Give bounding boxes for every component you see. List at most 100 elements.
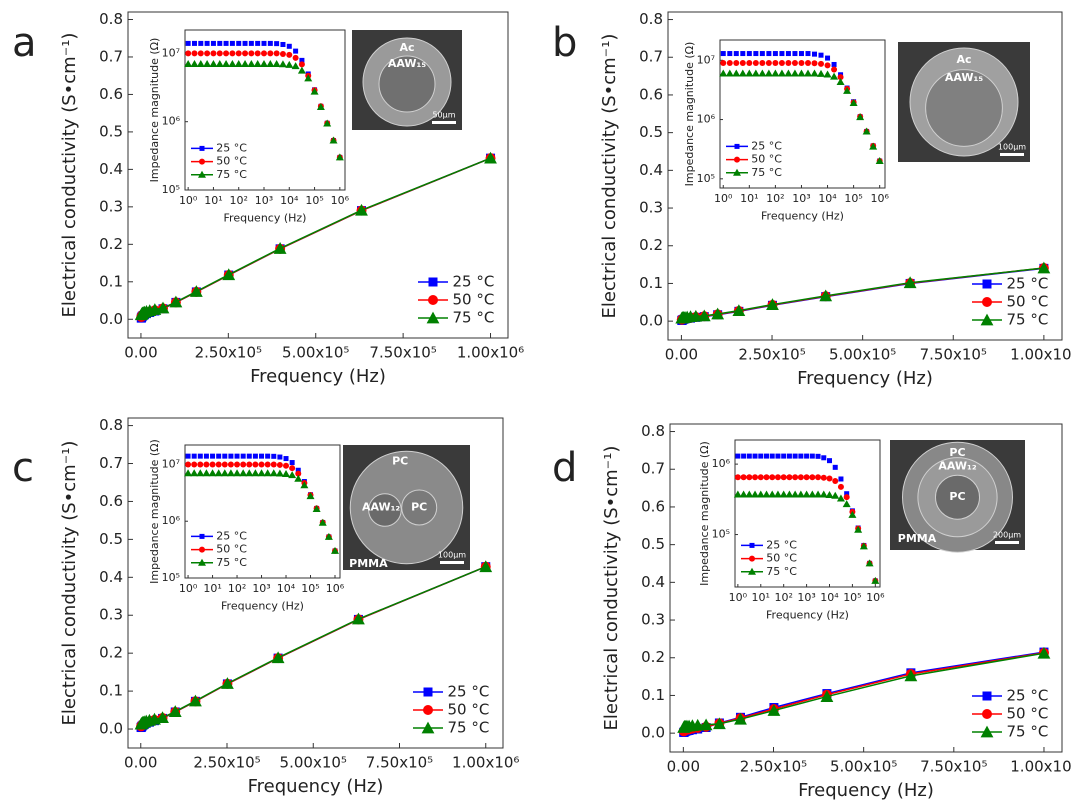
marker (255, 40, 261, 46)
micrograph-label: PMMA (349, 557, 388, 570)
y-axis-label: Impedance magnitude (Ω) (698, 441, 711, 586)
marker (819, 490, 828, 498)
marker (746, 474, 753, 481)
marker (271, 651, 285, 664)
marker (295, 470, 302, 477)
x-tick-label: 10⁵ (301, 582, 319, 595)
marker (300, 481, 309, 489)
y-tick-label: 0.5 (641, 535, 665, 553)
marker (267, 40, 273, 46)
marker (223, 50, 230, 57)
x-tick-label: 1.00x10⁶ (1010, 758, 1072, 776)
marker (352, 612, 365, 625)
marker (304, 74, 313, 82)
legend-label: 25 °C (751, 139, 782, 152)
marker (198, 40, 204, 46)
scale-bar-label: 100μm (998, 143, 1026, 152)
marker (222, 268, 236, 281)
marker (811, 51, 817, 57)
marker (804, 453, 810, 459)
marker (270, 461, 277, 468)
marker (295, 467, 301, 473)
marker (726, 60, 733, 67)
legend-label: 25 °C (453, 273, 495, 291)
marker (825, 490, 834, 498)
marker (335, 153, 344, 161)
marker (329, 136, 338, 144)
marker (267, 50, 274, 57)
x-tick-label: 7.50x10⁵ (920, 758, 987, 776)
marker (223, 40, 229, 46)
marker (185, 40, 191, 46)
marker (865, 559, 874, 567)
marker (784, 69, 793, 77)
marker (203, 59, 212, 67)
scale-bar (440, 561, 464, 564)
marker (843, 86, 852, 94)
micrograph-ring (935, 474, 980, 520)
x-axis-label: Frequency (Hz) (248, 776, 384, 797)
x-tick-label: 0.00 (124, 754, 157, 772)
marker (210, 453, 216, 459)
marker (191, 40, 197, 46)
legend-label: 25 °C (216, 141, 247, 154)
legend-label: 50 °C (453, 291, 495, 309)
marker (820, 690, 834, 702)
legend-marker (734, 143, 740, 149)
marker (234, 453, 240, 459)
legend-label: 50 °C (1007, 705, 1049, 723)
marker (316, 103, 325, 111)
marker (229, 40, 235, 46)
legend-marker (421, 721, 435, 734)
marker (196, 59, 205, 67)
marker (875, 156, 884, 164)
marker (191, 50, 198, 57)
x-tick-label: 10⁶ (866, 591, 885, 604)
marker (762, 490, 771, 498)
micrograph-label: AAW₁₂ (362, 501, 400, 514)
marker (355, 203, 368, 216)
micrograph-label: AAW₁₅ (388, 57, 426, 70)
marker (752, 453, 758, 459)
y-tick-label: 0.2 (99, 644, 123, 662)
x-tick-label: 10³ (792, 192, 810, 205)
marker (751, 490, 760, 498)
x-tick-label: 10⁴ (820, 591, 839, 604)
marker (209, 59, 218, 67)
marker (738, 69, 747, 77)
marker (769, 453, 775, 459)
marker (202, 469, 211, 477)
marker (727, 51, 733, 57)
marker (263, 469, 272, 477)
marker (253, 59, 262, 67)
marker (785, 490, 794, 498)
marker (809, 474, 816, 481)
marker (830, 72, 839, 80)
marker (273, 242, 287, 254)
marker (190, 469, 199, 477)
marker (779, 490, 788, 498)
marker (264, 461, 271, 468)
x-tick-label: 2.50x10⁵ (738, 346, 805, 364)
marker (228, 59, 237, 67)
y-tick-label: 0.4 (99, 568, 123, 586)
marker (184, 469, 193, 477)
marker (279, 50, 286, 57)
marker (234, 461, 241, 468)
y-axis-label: Electrical conductivity (S•cm⁻¹) (601, 446, 622, 731)
y-tick-label: 0.2 (99, 235, 123, 253)
marker (259, 453, 265, 459)
marker (292, 54, 299, 61)
marker (745, 69, 754, 77)
marker (236, 40, 242, 46)
legend-label: 75 °C (1007, 311, 1049, 329)
y-tick-label: 0.8 (641, 422, 665, 440)
marker (848, 510, 857, 518)
x-axis-label: Frequency (Hz) (798, 780, 934, 801)
marker (792, 51, 798, 57)
y-tick-label: 0.5 (639, 123, 663, 141)
x-tick-label: 10⁶ (326, 582, 345, 595)
marker (278, 60, 287, 68)
legend-marker (428, 295, 438, 305)
marker (221, 461, 228, 468)
